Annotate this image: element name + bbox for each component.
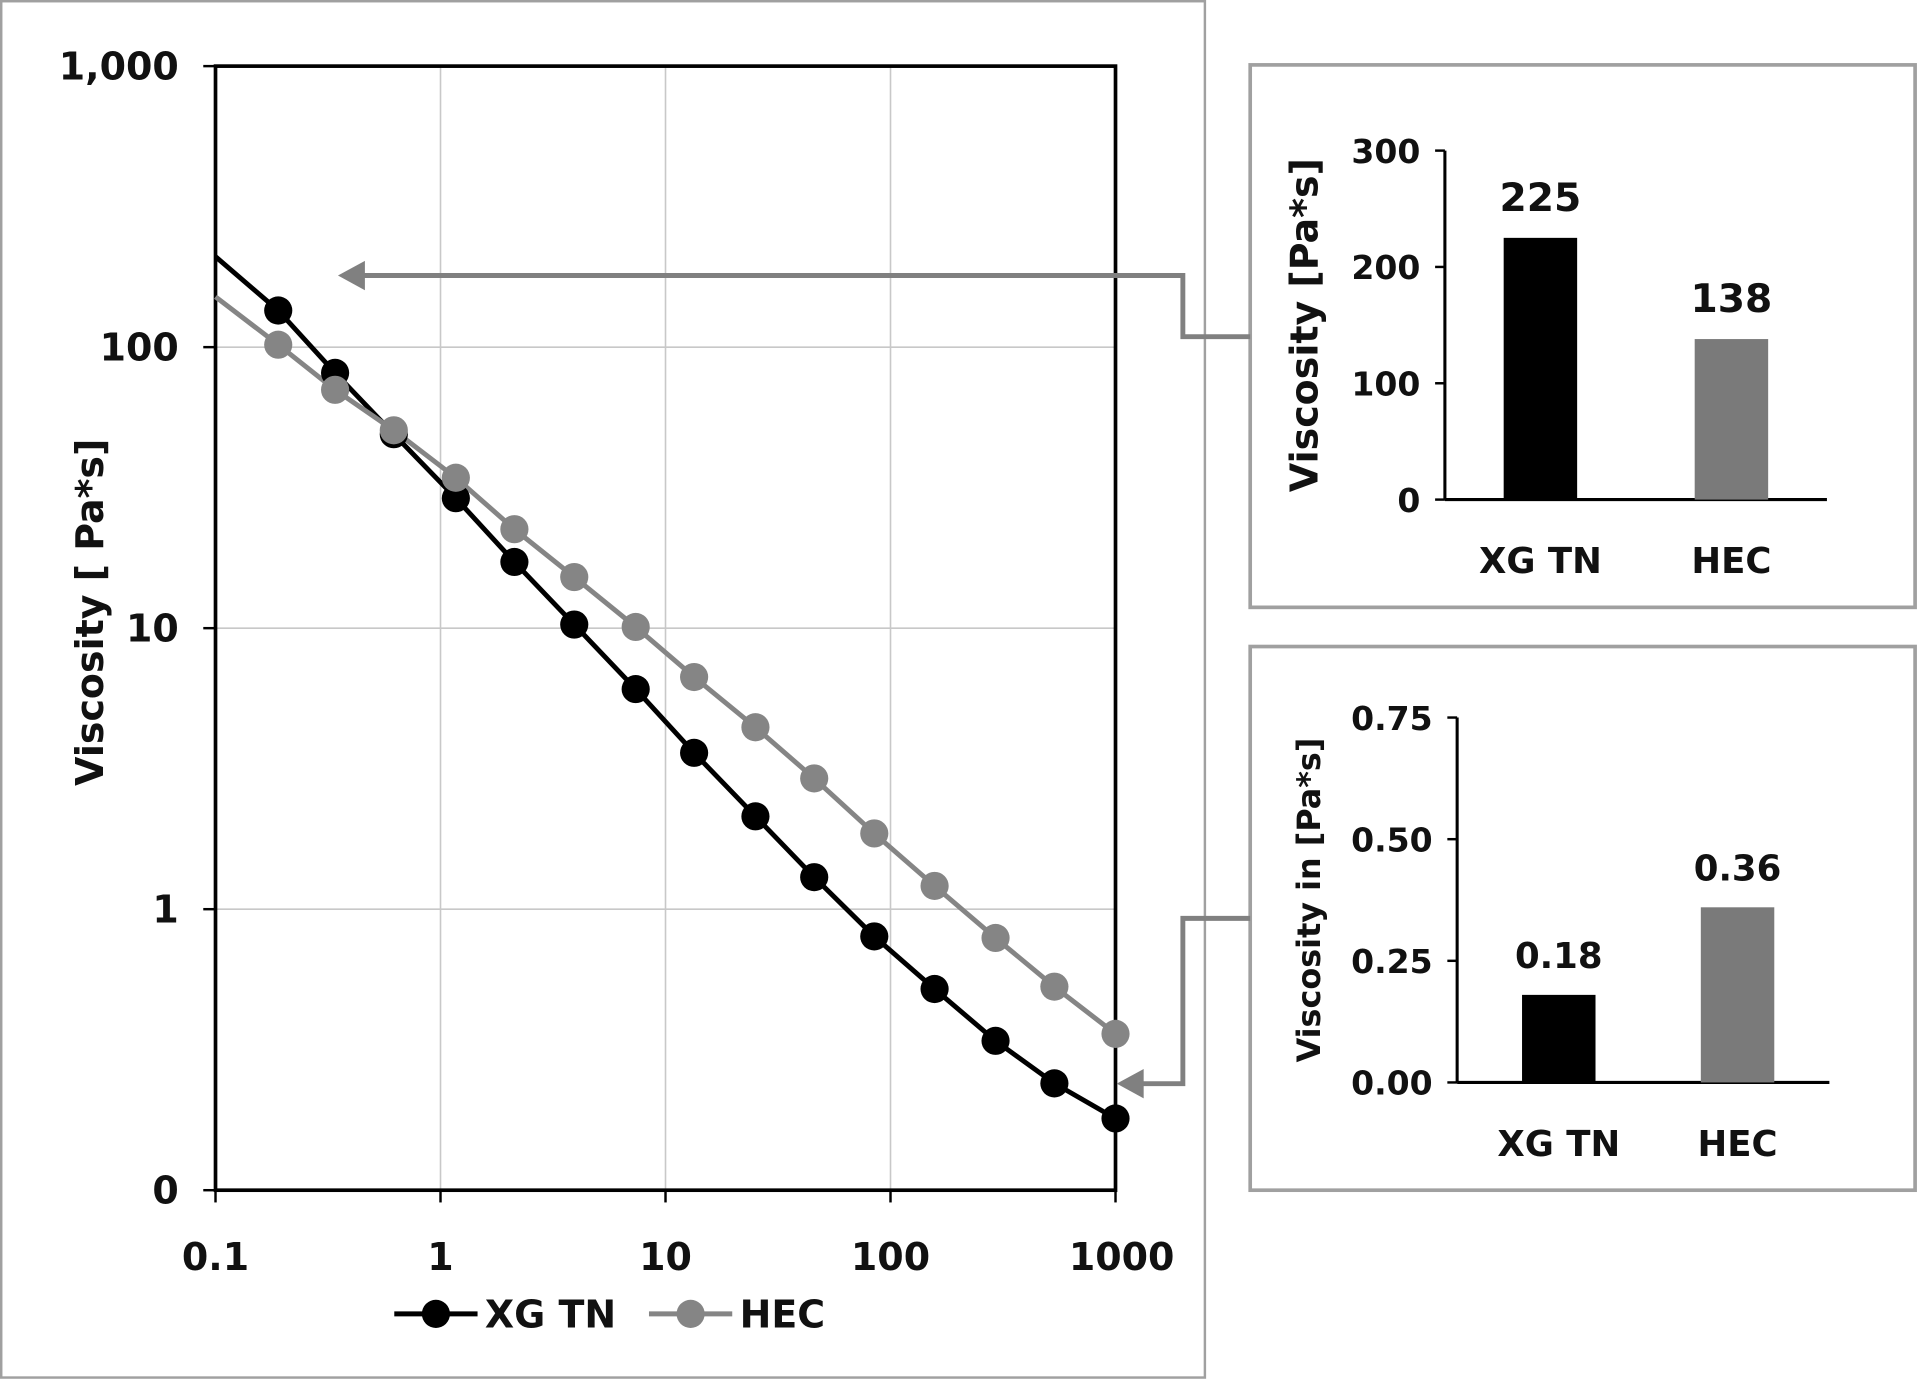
data-point-hec [800, 764, 829, 793]
y-tick-label: 200 [1351, 248, 1420, 287]
data-point-xg-tn [1101, 1104, 1130, 1133]
data-point-hec [981, 923, 1010, 953]
data-point-xg-tn [860, 922, 889, 951]
legend-label: XG TN [485, 1292, 616, 1336]
data-label: 0.18 [1515, 936, 1603, 977]
data-label: 138 [1691, 277, 1773, 322]
data-point-hec [621, 612, 650, 642]
y-tick-label: 0.25 [1351, 942, 1433, 981]
y-axis-label: Viscosity [Pa*s] [1283, 158, 1327, 492]
panel-frame [0, 0, 1207, 1379]
data-point-xg-tn [981, 1026, 1010, 1055]
y-tick-label: 0.75 [1351, 699, 1433, 738]
y-tick-label: 300 [1351, 132, 1420, 171]
data-point-xg-tn [1040, 1069, 1069, 1098]
connector-arrows [337, 260, 1251, 1099]
data-label: 0.36 [1694, 848, 1782, 889]
data-point-xg-tn [560, 610, 589, 639]
data-point-hec [920, 871, 949, 901]
data-point-hec [379, 416, 408, 445]
data-point-hec [264, 330, 293, 359]
bar-xg-tn [1503, 237, 1578, 500]
data-point-xg-tn [741, 802, 770, 831]
data-point-xg-tn [264, 296, 293, 325]
y-tick-label: 0 [1397, 481, 1420, 520]
bar-chart-top-panel: 0 100 200 300 225 XG TN 138 HEC Viscosity [Pa*s] [1248, 63, 1917, 610]
data-point-xg-tn [800, 863, 829, 892]
data-point-hec [1101, 1019, 1130, 1048]
data-point-xg-tn [680, 738, 709, 767]
x-category-label: HEC [1698, 1124, 1778, 1165]
series-line-xg-tn [213, 254, 1117, 1121]
y-tick-label: 0.00 [1351, 1064, 1433, 1103]
x-category-label: HEC [1691, 541, 1771, 582]
data-label: 225 [1500, 176, 1582, 221]
connector-line-top [361, 273, 1251, 340]
data-point-hec [860, 819, 889, 848]
legend: XG TN HEC [394, 1292, 825, 1336]
legend-marker [421, 1299, 450, 1328]
bar-hec [1700, 907, 1775, 1083]
y-axis-label: Viscosity in [Pa*s] [1290, 738, 1328, 1063]
x-tick-label: 1000 [1069, 1235, 1175, 1279]
y-tick-label: 0 [152, 1169, 178, 1213]
x-tick-label: 0.1 [182, 1235, 249, 1279]
data-point-hec [441, 463, 470, 492]
data-point-hec [321, 375, 350, 404]
x-tick-label: 10 [639, 1235, 692, 1279]
y-tick-label: 0.50 [1351, 820, 1433, 859]
y-tick-label: 1,000 [59, 45, 179, 89]
legend-marker [676, 1299, 705, 1328]
y-axis-label: Viscosity [ Pa*s] [68, 439, 112, 786]
y-tick-label: 1 [152, 888, 178, 932]
x-category-label: XG TN [1479, 541, 1602, 582]
data-point-hec [680, 662, 709, 692]
data-point-hec [1040, 972, 1069, 1001]
data-point-hec [560, 562, 589, 592]
bar-chart-bottom-panel: 0.00 0.25 0.50 0.75 0.18 XG TN 0.36 HEC Viscosit… [1248, 644, 1917, 1193]
legend-label: HEC [740, 1292, 826, 1336]
bar-xg-tn [1522, 994, 1596, 1083]
data-point-hec [741, 713, 770, 742]
y-tick-label: 100 [1351, 365, 1420, 404]
data-point-hec [500, 515, 529, 544]
panel-frame [1248, 644, 1917, 1193]
y-tick-label: 100 [100, 326, 179, 370]
arrow-head-left-icon [1116, 1068, 1144, 1099]
x-category-label: XG TN [1497, 1124, 1620, 1165]
series-line-hec [214, 294, 1118, 1036]
data-point-xg-tn [441, 484, 470, 513]
data-point-xg-tn [621, 675, 650, 704]
y-tick-label: 10 [126, 607, 179, 651]
x-tick-label: 1 [427, 1235, 453, 1279]
panel-frame [1248, 63, 1917, 610]
connector-line-bottom [1138, 915, 1251, 1087]
x-tick-label: 100 [851, 1235, 930, 1279]
data-point-xg-tn [500, 547, 529, 577]
arrow-head-left-icon [337, 260, 365, 291]
data-point-xg-tn [920, 974, 949, 1004]
bar-hec [1694, 339, 1769, 500]
